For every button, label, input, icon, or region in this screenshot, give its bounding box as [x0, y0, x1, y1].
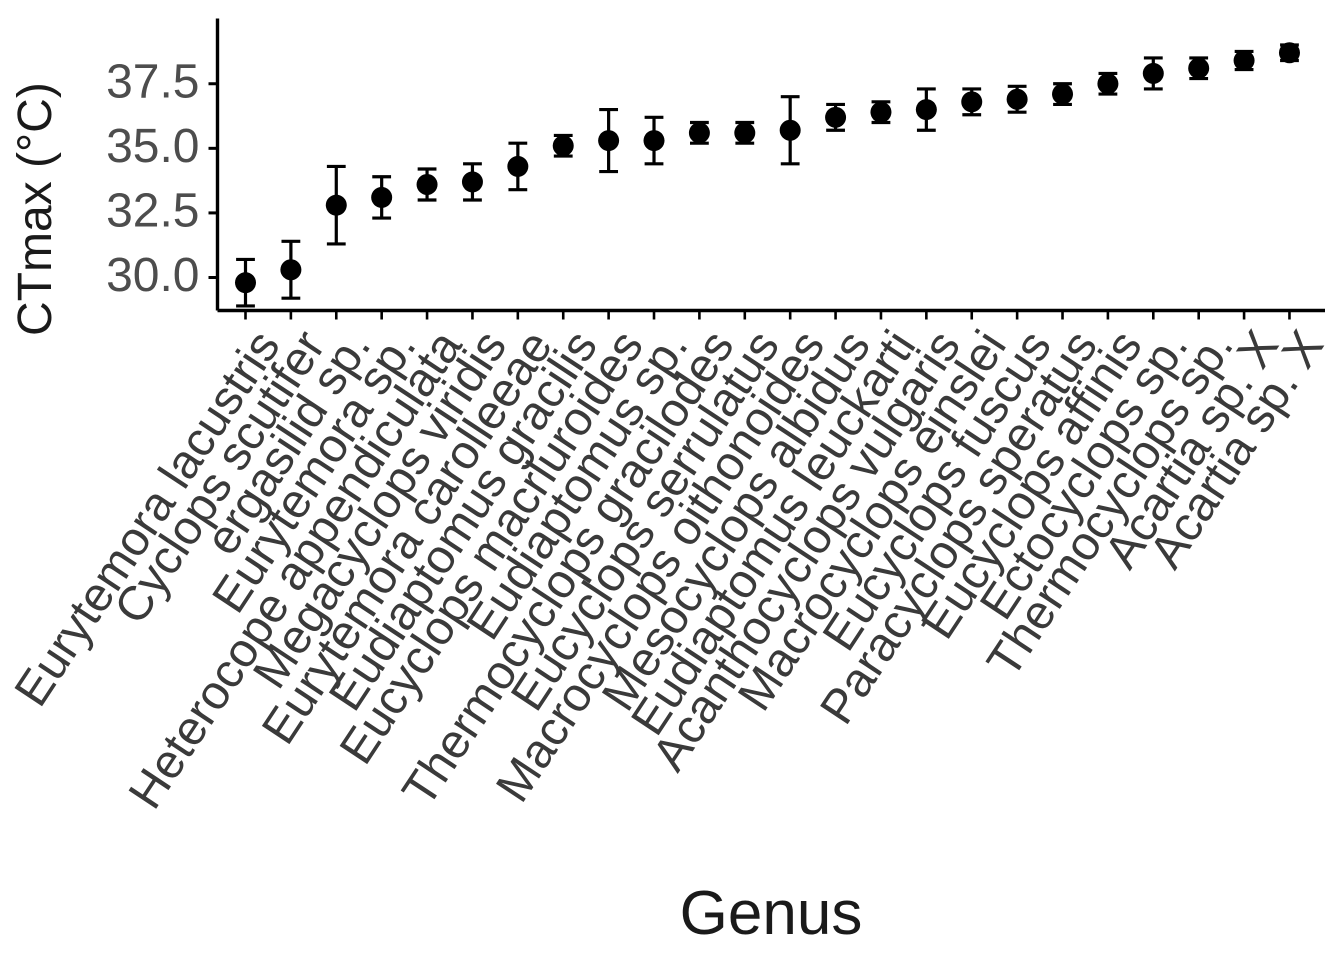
svg-text:30.0: 30.0 [106, 249, 199, 302]
svg-text:35.0: 35.0 [106, 120, 199, 173]
svg-text:37.5: 37.5 [106, 55, 199, 108]
svg-text:32.5: 32.5 [106, 185, 199, 238]
